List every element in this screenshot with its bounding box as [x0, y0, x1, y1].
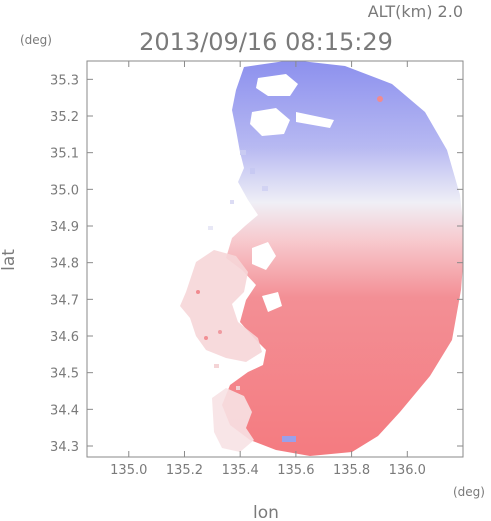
speckle-echoes	[196, 96, 383, 442]
y-tick-labels: 35.3 35.2 35.1 35.0 34.9 34.8 34.7 34.6 34.5 34.4…	[50, 73, 79, 455]
echo-gap-northwest	[250, 108, 290, 136]
echo-gap-inner	[262, 292, 282, 312]
x-tick-label: 135.4	[222, 463, 259, 478]
southwest-echo-cluster	[212, 388, 254, 452]
x-axis-title: lon	[253, 503, 279, 521]
altitude-label: ALT(km) 2.0	[368, 2, 463, 21]
timestamp-title: 2013/09/16 08:15:29	[139, 28, 393, 56]
y-tick-label: 34.6	[50, 330, 79, 345]
x-tick-label: 135.8	[333, 463, 370, 478]
y-tick-label: 35.0	[50, 183, 79, 198]
y-tick-label: 35.1	[50, 147, 79, 162]
y-tick-label: 34.5	[50, 367, 79, 382]
x-tick-label: 135.0	[110, 463, 147, 478]
echo-gap-streak	[296, 112, 334, 128]
y-tick-label: 35.3	[50, 73, 79, 88]
x-unit-label: (deg)	[453, 485, 485, 499]
y-tick-label: 34.4	[50, 403, 79, 418]
plot-frame	[86, 60, 464, 458]
echo-gap-center	[252, 242, 276, 270]
main-echo-region	[222, 61, 463, 456]
y-tick-label: 34.7	[50, 293, 79, 308]
y-tick-label: 34.8	[50, 257, 79, 272]
x-tick-label: 135.2	[166, 463, 203, 478]
echo-gap-north	[256, 74, 298, 96]
x-tick-labels: 135.0 135.2 135.4 135.6 135.8 136.0	[110, 463, 426, 478]
y-axis-title: lat	[0, 249, 19, 271]
x-tick-label: 135.6	[277, 463, 314, 478]
y-unit-label: (deg)	[20, 33, 52, 47]
axis-ticks	[87, 61, 463, 457]
radar-echo-field	[180, 61, 463, 456]
x-tick-label: 136.0	[389, 463, 426, 478]
y-tick-label: 34.9	[50, 220, 79, 235]
y-tick-label: 34.3	[50, 440, 79, 455]
y-tick-label: 35.2	[50, 110, 79, 125]
west-echo-cluster	[180, 250, 262, 362]
